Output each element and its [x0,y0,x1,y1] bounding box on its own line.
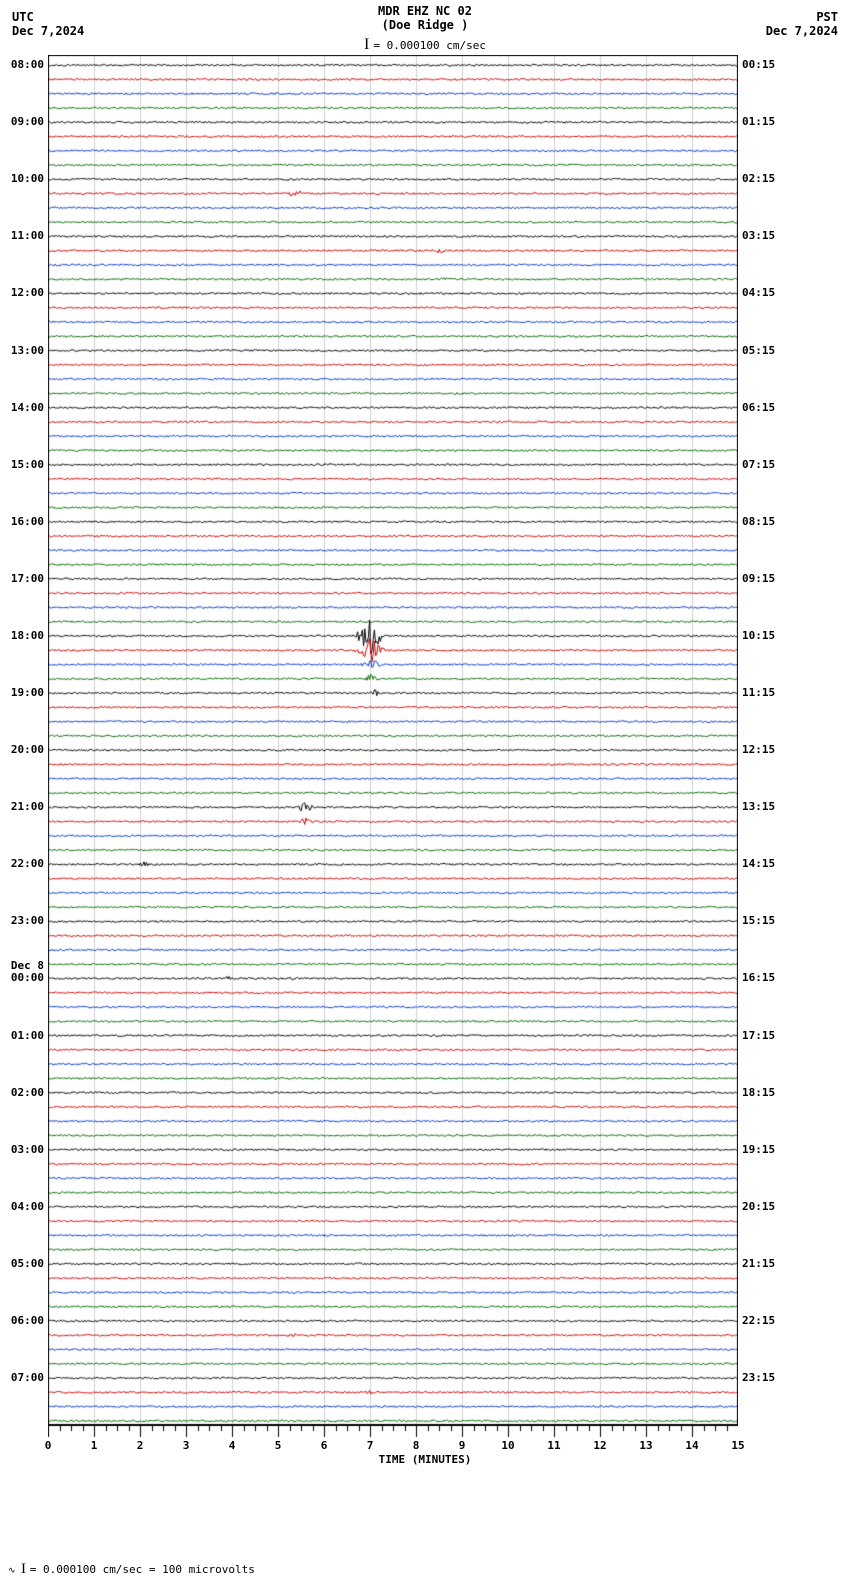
left-time-label: 11:00 [0,229,44,242]
x-tick-label: 3 [183,1439,190,1452]
left-time-label: 20:00 [0,743,44,756]
right-time-label: 11:15 [742,686,790,699]
left-time-label: 16:00 [0,515,44,528]
footer-scale: ∿ I = 0.000100 cm/sec = 100 microvolts [8,1561,255,1578]
x-axis-title: TIME (MINUTES) [0,1453,850,1466]
x-tick-label: 5 [275,1439,282,1452]
left-time-label: 19:00 [0,686,44,699]
right-time-label: 14:15 [742,857,790,870]
left-time-label: 05:00 [0,1257,44,1270]
left-time-label: 09:00 [0,115,44,128]
x-tick-label: 14 [685,1439,698,1452]
x-tick-label: 7 [367,1439,374,1452]
right-time-label: 13:15 [742,800,790,813]
left-time-label: 07:00 [0,1371,44,1384]
date-right: Dec 7,2024 [766,24,838,38]
right-time-label: 18:15 [742,1086,790,1099]
station-subtitle: (Doe Ridge ) [0,18,850,32]
left-time-label: 14:00 [0,401,44,414]
right-time-label: 04:15 [742,286,790,299]
left-time-label: 13:00 [0,344,44,357]
right-time-label: 00:15 [742,58,790,71]
tz-left: UTC [12,10,34,24]
left-time-label: 10:00 [0,172,44,185]
left-time-label: 18:00 [0,629,44,642]
x-tick-label: 15 [731,1439,744,1452]
left-time-label: 00:00 [0,971,44,984]
left-time-label: 22:00 [0,857,44,870]
right-time-label: 21:15 [742,1257,790,1270]
x-tick-label: 11 [547,1439,560,1452]
right-time-label: 12:15 [742,743,790,756]
x-tick-label: 12 [593,1439,606,1452]
right-time-label: 17:15 [742,1029,790,1042]
x-tick-label: 13 [639,1439,652,1452]
right-time-label: 09:15 [742,572,790,585]
x-tick-label: 10 [501,1439,514,1452]
right-time-label: 03:15 [742,229,790,242]
left-time-label: 03:00 [0,1143,44,1156]
x-tick-label: 0 [45,1439,52,1452]
x-tick-label: 2 [137,1439,144,1452]
right-time-label: 05:15 [742,344,790,357]
left-time-label: 12:00 [0,286,44,299]
right-time-label: 08:15 [742,515,790,528]
left-time-label: 08:00 [0,58,44,71]
left-time-label: 02:00 [0,1086,44,1099]
x-tick-label: 8 [413,1439,420,1452]
left-time-label: 23:00 [0,914,44,927]
left-time-label: 21:00 [0,800,44,813]
left-time-label: 01:00 [0,1029,44,1042]
right-time-label: 22:15 [742,1314,790,1327]
right-time-label: 16:15 [742,971,790,984]
seismogram-plot [48,55,738,1485]
right-time-label: 23:15 [742,1371,790,1384]
seismogram-container: MDR EHZ NC 02 (Doe Ridge ) I = 0.000100 … [0,0,850,1584]
x-tick-label: 4 [229,1439,236,1452]
x-tick-label: 9 [459,1439,466,1452]
x-tick-label: 1 [91,1439,98,1452]
x-tick-label: 6 [321,1439,328,1452]
right-time-label: 07:15 [742,458,790,471]
station-title: MDR EHZ NC 02 [0,4,850,18]
left-time-label: 17:00 [0,572,44,585]
scale-label: I = 0.000100 cm/sec [0,36,850,54]
right-time-label: 02:15 [742,172,790,185]
right-time-label: 06:15 [742,401,790,414]
tz-right: PST [816,10,838,24]
left-date2: Dec 8 [0,959,44,972]
right-time-label: 20:15 [742,1200,790,1213]
right-time-label: 19:15 [742,1143,790,1156]
right-time-label: 10:15 [742,629,790,642]
left-time-label: 04:00 [0,1200,44,1213]
right-time-label: 01:15 [742,115,790,128]
left-time-label: 15:00 [0,458,44,471]
right-time-label: 15:15 [742,914,790,927]
date-left: Dec 7,2024 [12,24,84,38]
left-time-label: 06:00 [0,1314,44,1327]
